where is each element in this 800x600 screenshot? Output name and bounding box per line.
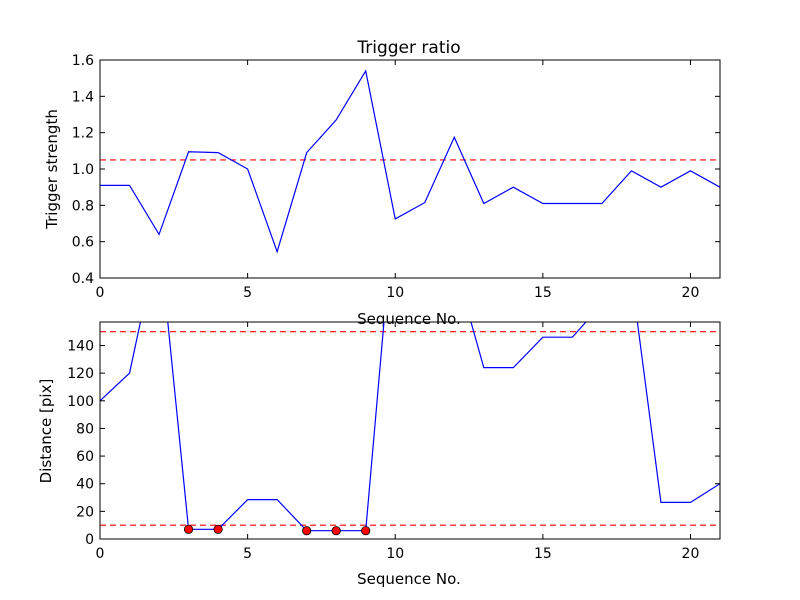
bottom-marker-point [331, 526, 341, 536]
top-x-tick-label: 15 [534, 285, 552, 301]
bottom-x-tick-label: 15 [534, 546, 552, 562]
bottom-y-tick-label: 120 [67, 366, 94, 382]
top-plot-area [100, 69, 720, 254]
bottom-y-tick-label: 0 [85, 532, 94, 548]
bottom-y-tick-label: 20 [76, 504, 94, 520]
top-y-tick-label: 0.6 [72, 235, 94, 251]
bottom-marker-point [183, 524, 194, 534]
top-y-tick-label: 1.0 [72, 162, 94, 178]
top-chart-title: Trigger ratio [356, 38, 460, 58]
top-subplot: Trigger ratio Sequence No. Trigger stren… [43, 38, 721, 328]
top-series-line-0 [100, 69, 720, 254]
bottom-subplot: Sequence No. Distance [pix] 0 5 10 15 20 0 20 4… [37, 321, 721, 588]
top-x-tick-label: 20 [682, 285, 700, 301]
bottom-marker-point [302, 526, 312, 536]
top-x-tick-label: 5 [243, 285, 252, 301]
bottom-x-tick-label: 5 [243, 546, 252, 562]
top-y-tick-label: 0.8 [72, 198, 94, 214]
bottom-x-tick-label: 10 [386, 546, 404, 562]
top-x-axis-label: Sequence No. [357, 310, 461, 328]
bottom-marker-point [213, 524, 223, 534]
top-y-tick-label: 1.2 [72, 126, 94, 142]
top-y-tick-label: 1.4 [72, 89, 94, 105]
top-y-tick-label: 0.4 [72, 271, 94, 287]
bottom-y-tick-label: 100 [67, 394, 94, 410]
bottom-y-tick-label: 80 [76, 421, 94, 437]
bottom-y-tick-label: 60 [76, 449, 94, 465]
top-x-tick-label: 10 [386, 285, 404, 301]
top-y-tick-label: 1.6 [72, 53, 94, 69]
top-x-tick-label: 0 [96, 285, 105, 301]
bottom-x-tick-label: 20 [682, 546, 700, 562]
bottom-x-axis-label: Sequence No. [357, 570, 461, 588]
bottom-y-tick-label: 140 [67, 338, 94, 354]
bottom-y-tick-label: 40 [76, 477, 94, 493]
bottom-series-line-0 [100, 322, 720, 532]
bottom-marker-point [361, 526, 371, 536]
top-y-axis-label: Trigger strength [43, 109, 61, 230]
bottom-x-tick-label: 0 [96, 546, 105, 562]
bottom-plot-area [100, 322, 720, 532]
bottom-y-axis-label: Distance [pix] [37, 379, 55, 484]
bottom-axes-frame [99, 321, 721, 540]
